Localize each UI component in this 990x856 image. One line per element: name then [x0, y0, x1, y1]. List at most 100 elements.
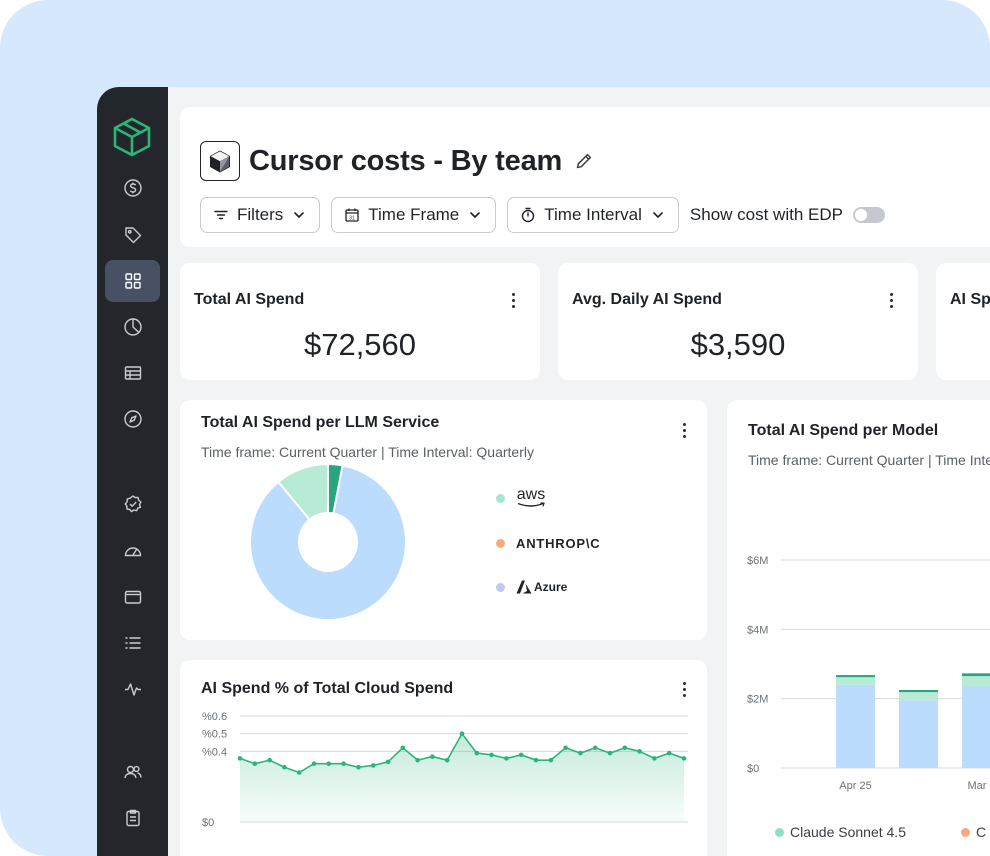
kebab-menu-icon[interactable] — [682, 423, 686, 439]
badge-check-icon — [124, 495, 141, 513]
data-point[interactable] — [622, 745, 628, 751]
data-point[interactable] — [563, 745, 568, 751]
y-tick-label: %0.6 — [202, 711, 227, 723]
dashboard-header: Cursor costs - By team Filters 31 Time F… — [180, 107, 990, 247]
data-point[interactable] — [607, 750, 613, 756]
bar-segment[interactable] — [836, 675, 875, 678]
bar-segment[interactable] — [836, 684, 875, 768]
data-point[interactable] — [296, 770, 302, 775]
data-point[interactable] — [237, 756, 243, 761]
data-point[interactable] — [282, 764, 287, 770]
kebab-menu-icon[interactable] — [511, 293, 515, 309]
data-point[interactable] — [311, 761, 317, 766]
data-point[interactable] — [385, 759, 391, 765]
data-point[interactable] — [518, 752, 524, 758]
data-point[interactable] — [474, 750, 480, 756]
calendar-icon: 31 — [345, 208, 359, 222]
filters-label: Filters — [237, 205, 284, 224]
kebab-menu-icon[interactable] — [682, 682, 686, 698]
data-point[interactable] — [533, 757, 539, 763]
x-tick-label: Mar 2 — [967, 780, 990, 792]
y-tick-label: %0.4 — [202, 746, 227, 758]
area-fill — [240, 733, 684, 822]
data-point[interactable] — [504, 756, 509, 761]
data-point[interactable] — [489, 752, 494, 758]
cloud-pct-card: AI Spend % of Total Cloud Spend %0.6 %0.5… — [180, 660, 707, 856]
bar-segment[interactable] — [962, 676, 990, 687]
kpi-title: Total AI Spend — [194, 291, 305, 308]
legend-label: Claude Sonnet 4.5 — [790, 824, 906, 840]
data-point[interactable] — [400, 745, 406, 751]
donut-chart — [249, 462, 407, 621]
data-point[interactable] — [444, 757, 450, 763]
pencil-icon[interactable] — [574, 151, 594, 171]
cursor-logo-icon — [200, 141, 240, 181]
data-point[interactable] — [326, 761, 332, 766]
data-point[interactable] — [459, 731, 465, 736]
data-point[interactable] — [652, 756, 657, 761]
data-point[interactable] — [252, 761, 258, 766]
sidebar-item-activity[interactable] — [105, 668, 160, 710]
kpi-card-third: AI Sp — [936, 263, 990, 380]
data-point[interactable] — [267, 757, 272, 763]
chart-subtitle: Time frame: Current Quarter | Time Inter… — [748, 452, 990, 468]
sidebar-item-explore[interactable] — [105, 398, 160, 440]
data-point[interactable] — [548, 757, 554, 763]
bar-segment[interactable] — [836, 677, 875, 685]
kpi-value: $72,560 — [303, 327, 417, 362]
bar-segment[interactable] — [899, 692, 938, 701]
sidebar-item-reports[interactable] — [105, 352, 160, 394]
data-point[interactable] — [341, 761, 346, 766]
data-point[interactable] — [356, 764, 361, 770]
gauge-icon — [124, 547, 141, 557]
legend-label: aws — [516, 486, 546, 503]
sidebar-item-compliance[interactable] — [105, 483, 160, 525]
bar-segment[interactable] — [899, 700, 938, 768]
sidebar-item-teams[interactable] — [105, 751, 160, 793]
sidebar-item-budgets[interactable] — [105, 576, 160, 618]
bar-segment[interactable] — [899, 690, 938, 693]
data-point[interactable] — [578, 750, 583, 756]
bar-segment[interactable] — [962, 686, 990, 768]
dashboard-grid-icon — [124, 273, 141, 289]
bar-segment[interactable] — [962, 673, 990, 677]
wallet-icon — [124, 590, 141, 604]
legend-dot — [775, 827, 784, 837]
filters-button[interactable]: Filters — [200, 197, 321, 233]
chevron-down-icon — [294, 212, 305, 218]
data-point[interactable] — [666, 750, 672, 756]
sidebar-item-dashboards[interactable] — [105, 260, 160, 302]
data-point[interactable] — [370, 763, 376, 768]
page-title: Cursor costs - By team — [249, 144, 563, 177]
data-point[interactable] — [681, 756, 687, 761]
legend-label: ANTHROP\C — [516, 536, 601, 551]
edp-toggle[interactable] — [852, 207, 885, 223]
aws-logo-icon: aws — [516, 486, 546, 508]
stopwatch-icon — [522, 207, 535, 223]
legend-dot — [496, 493, 505, 503]
data-point[interactable] — [430, 754, 435, 759]
brand-logo-icon[interactable] — [110, 115, 154, 159]
users-icon — [123, 765, 142, 779]
data-point[interactable] — [637, 749, 642, 754]
sidebar-item-performance[interactable] — [105, 530, 160, 572]
kpi-title: AI Sp — [950, 291, 990, 308]
donut-slice-2[interactable] — [249, 464, 407, 621]
sidebar-item-tags[interactable] — [105, 214, 160, 256]
sidebar-item-analytics[interactable] — [105, 306, 160, 348]
main-content: Cursor costs - By team Filters 31 Time F… — [168, 87, 990, 856]
activity-icon — [124, 683, 141, 696]
kebab-menu-icon[interactable] — [889, 293, 893, 309]
sidebar-item-tasks[interactable] — [105, 797, 160, 839]
chart-title: Total AI Spend per Model — [748, 422, 939, 439]
tag-icon — [124, 227, 141, 244]
y-tick-label: $6M — [747, 555, 768, 567]
app-window: Cursor costs - By team Filters 31 Time F… — [97, 87, 990, 856]
sidebar-item-lists[interactable] — [105, 622, 160, 664]
time-interval-button[interactable]: Time Interval — [507, 197, 679, 233]
sidebar-item-billing[interactable] — [105, 167, 160, 209]
time-frame-button[interactable]: 31 Time Frame — [331, 197, 497, 233]
data-point[interactable] — [415, 757, 420, 763]
data-point[interactable] — [592, 745, 598, 751]
legend-dot — [496, 539, 505, 548]
